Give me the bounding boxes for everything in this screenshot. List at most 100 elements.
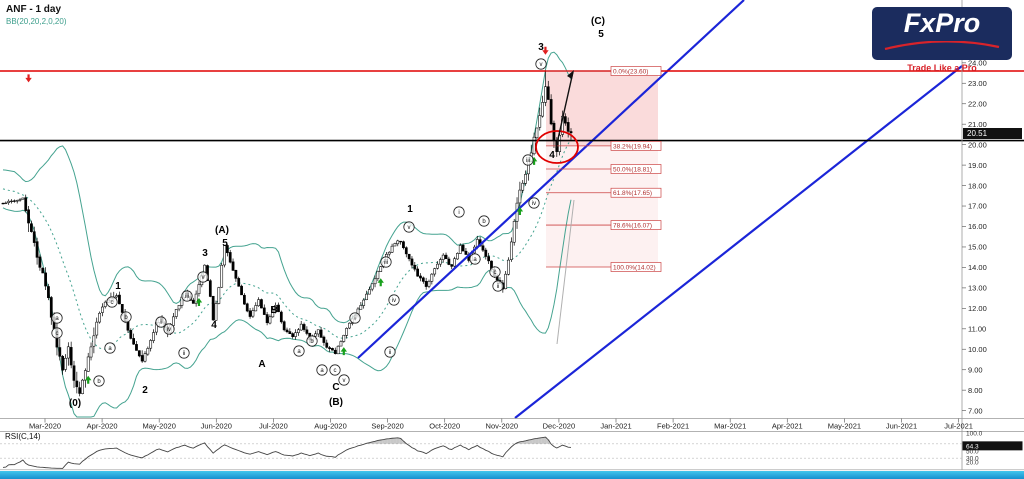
svg-text:Jan-2021: Jan-2021 <box>600 422 631 431</box>
svg-text:b: b <box>97 379 101 385</box>
fxpro-logo-box: FxPro <box>872 7 1012 60</box>
svg-text:ii: ii <box>389 350 392 356</box>
fib-retracement-levels[interactable]: 0.0%(23.60) 38.2%(19.94) 50.0%(18.81) 61.8%… <box>546 66 662 272</box>
svg-text:22.00: 22.00 <box>968 99 987 108</box>
svg-text:1: 1 <box>115 281 121 292</box>
svg-text:4: 4 <box>211 320 217 331</box>
svg-text:a: a <box>320 368 324 374</box>
svg-text:b: b <box>482 219 486 225</box>
svg-text:v: v <box>343 378 346 384</box>
svg-text:Jul-2021: Jul-2021 <box>944 422 973 431</box>
svg-text:c: c <box>111 300 114 306</box>
svg-text:a: a <box>108 346 112 352</box>
buy-signal-arrow-icon <box>340 347 347 356</box>
symbol-timeframe-label: ANF - 1 day <box>6 4 62 15</box>
svg-text:100.0: 100.0 <box>966 431 983 438</box>
svg-text:Mar-2020: Mar-2020 <box>29 422 61 431</box>
svg-text:A: A <box>258 359 265 370</box>
svg-text:30.0: 30.0 <box>966 456 979 463</box>
svg-text:Oct-2020: Oct-2020 <box>429 422 460 431</box>
svg-text:v: v <box>408 225 411 231</box>
bb-indicator-label: BB(20,20,2,0,20) <box>6 17 67 26</box>
svg-text:17.00: 17.00 <box>968 202 987 211</box>
chart-annotations[interactable] <box>25 46 579 384</box>
svg-text:4: 4 <box>549 150 555 161</box>
svg-text:Mar-2021: Mar-2021 <box>714 422 746 431</box>
svg-text:c: c <box>334 368 337 374</box>
svg-text:i: i <box>160 320 161 326</box>
fxpro-brand-text: FxPro <box>903 8 981 38</box>
svg-text:Aug-2020: Aug-2020 <box>314 422 347 431</box>
svg-text:64.3: 64.3 <box>966 443 979 450</box>
svg-text:0.0%(23.60): 0.0%(23.60) <box>613 69 648 76</box>
last-price-badge: 20.51 <box>963 128 1022 139</box>
svg-text:(C): (C) <box>591 16 605 27</box>
svg-text:Apr-2021: Apr-2021 <box>772 422 803 431</box>
svg-text:24.00: 24.00 <box>968 59 987 68</box>
elliott-wave-labels: (0)12345(A)ABC(B)134(C)5accbabiiviiiiiva… <box>51 16 605 409</box>
svg-text:18.00: 18.00 <box>968 181 987 190</box>
svg-text:Jul-2020: Jul-2020 <box>259 422 288 431</box>
fxpro-logo: FxPro Trade Like a Pro <box>872 7 1012 73</box>
horizontal-level-lines[interactable] <box>0 70 1024 142</box>
fxpro-swoosh-icon <box>884 40 1000 51</box>
svg-text:3: 3 <box>202 248 208 259</box>
svg-text:b: b <box>124 315 128 321</box>
svg-text:20.0: 20.0 <box>966 459 979 466</box>
fxpro-tagline: Trade Like a Pro <box>907 63 977 73</box>
svg-text:Jun-2020: Jun-2020 <box>201 422 232 431</box>
svg-text:c: c <box>494 270 497 276</box>
svg-text:a: a <box>473 257 477 263</box>
svg-text:ii: ii <box>497 284 500 290</box>
svg-text:19.00: 19.00 <box>968 161 987 170</box>
svg-text:16.00: 16.00 <box>968 222 987 231</box>
svg-text:Dec-2020: Dec-2020 <box>543 422 576 431</box>
svg-text:50.0: 50.0 <box>966 449 979 456</box>
svg-text:B: B <box>270 305 277 316</box>
rsi-indicator-label: RSI(C,14) <box>5 432 41 441</box>
svg-text:(B): (B) <box>329 397 343 408</box>
svg-text:50.0%(18.81): 50.0%(18.81) <box>613 167 652 174</box>
buy-signal-arrow-icon <box>195 298 203 307</box>
svg-text:78.6%(16.07): 78.6%(16.07) <box>613 223 652 230</box>
svg-text:3: 3 <box>538 42 544 53</box>
svg-text:May-2020: May-2020 <box>143 422 176 431</box>
svg-text:Nov-2020: Nov-2020 <box>486 422 519 431</box>
svg-text:a: a <box>55 316 59 322</box>
svg-text:c: c <box>56 331 59 337</box>
svg-text:10.00: 10.00 <box>968 345 987 354</box>
svg-text:iv: iv <box>392 298 396 304</box>
svg-text:23.00: 23.00 <box>968 79 987 88</box>
bottom-scrollbar[interactable] <box>0 471 1024 479</box>
svg-text:2: 2 <box>142 385 148 396</box>
svg-text:iii: iii <box>185 294 189 300</box>
svg-text:iv: iv <box>167 327 171 333</box>
svg-text:11.00: 11.00 <box>968 324 986 333</box>
svg-text:20.00: 20.00 <box>968 140 987 149</box>
svg-text:b: b <box>310 339 314 345</box>
svg-text:i: i <box>458 210 459 216</box>
sell-signal-arrow-icon <box>25 74 32 83</box>
candlestick-series <box>1 71 573 397</box>
svg-text:May-2021: May-2021 <box>828 422 861 431</box>
time-axis[interactable]: Mar-2020 Apr-2020 May-2020 Jun-2020 Jul-2020… <box>0 418 1024 432</box>
svg-text:a: a <box>297 349 301 355</box>
svg-text:iii: iii <box>526 158 530 164</box>
svg-text:Apr-2020: Apr-2020 <box>87 422 118 431</box>
svg-text:5: 5 <box>222 238 228 249</box>
svg-text:v: v <box>202 275 205 281</box>
buy-signal-arrow-icon <box>377 278 384 287</box>
svg-text:13.00: 13.00 <box>968 284 987 293</box>
svg-text:61.8%(17.65): 61.8%(17.65) <box>613 190 652 197</box>
svg-text:iv: iv <box>532 201 536 207</box>
buy-signal-arrow-icon <box>530 156 538 165</box>
rsi-pane: 100.0 64.350.030.020.0 <box>0 431 1024 471</box>
svg-text:38.2%(19.94): 38.2%(19.94) <box>613 143 652 150</box>
trend-channel-lines[interactable] <box>357 0 963 419</box>
buy-signal-arrow-icon <box>516 206 524 215</box>
svg-text:15.00: 15.00 <box>968 243 987 252</box>
svg-text:(A): (A) <box>215 225 229 236</box>
svg-text:12.00: 12.00 <box>968 304 987 313</box>
